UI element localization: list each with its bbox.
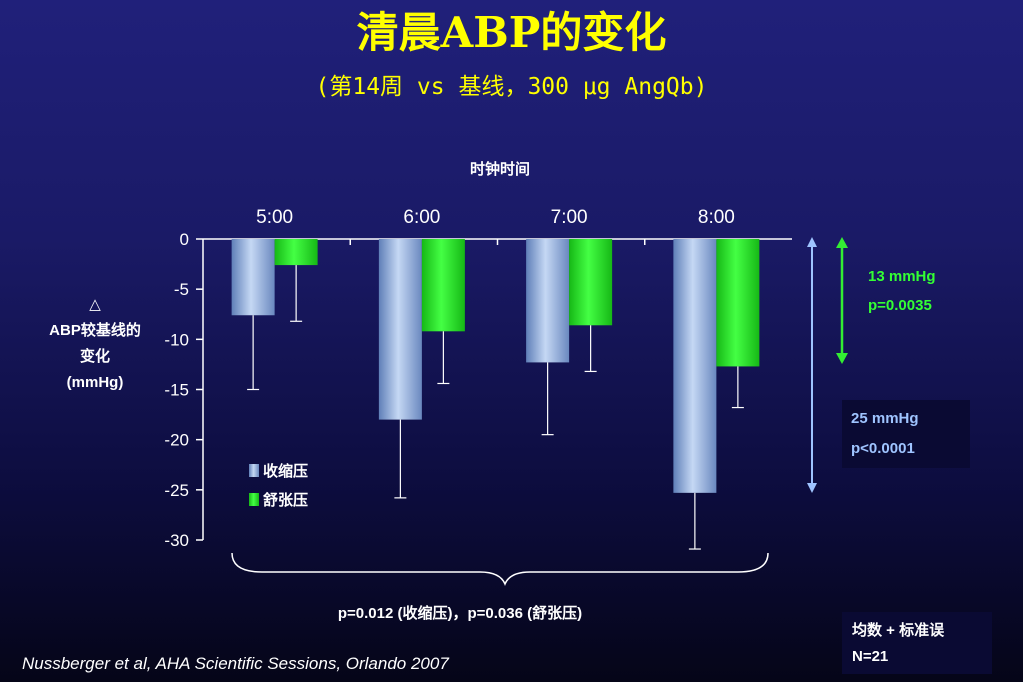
- systolic-diff-arrow: [807, 237, 817, 493]
- y-tick-label: -15: [164, 381, 189, 400]
- y-label-delta: △: [89, 296, 101, 313]
- stats-note-mean-se: 均数 + 标准误: [852, 622, 945, 639]
- bar-diastolic: [274, 239, 318, 266]
- systolic-annotation-panel: [842, 400, 970, 468]
- page-title: 清晨ABP的变化: [356, 8, 667, 57]
- bar-systolic: [673, 239, 717, 493]
- diastolic-diff-arrow: [836, 237, 848, 364]
- y-tick-label: -10: [164, 330, 189, 349]
- y-label-unit: (mmHg): [66, 374, 124, 391]
- systolic-diff-pvalue: p<0.0001: [851, 440, 915, 457]
- diastolic-diff-value: 13 mmHg: [868, 268, 936, 285]
- footnote-brace: [231, 552, 769, 586]
- bar-systolic: [378, 239, 422, 420]
- y-tick-label: -5: [174, 280, 189, 299]
- diastolic-diff-pvalue: p=0.0035: [868, 297, 932, 314]
- legend-label-diastolic: 舒张压: [263, 491, 308, 509]
- bar-diastolic: [569, 239, 613, 326]
- chart-legend: 收缩压 舒张压: [249, 462, 308, 509]
- y-axis-label: △ ABP较基线的 变化 (mmHg): [30, 292, 160, 396]
- chart-bars: [231, 239, 760, 550]
- page-subtitle: (第14周 vs 基线，300 μg AngQb): [315, 74, 708, 100]
- x-category-label: 7:00: [551, 207, 588, 228]
- chart-annotations: [231, 237, 848, 586]
- citation: Nussberger et al, AHA Scientific Session…: [22, 654, 449, 673]
- y-label-line-2: 变化: [79, 348, 110, 365]
- y-tick-label: -20: [164, 431, 189, 450]
- bar-diastolic: [421, 239, 465, 332]
- x-category-label: 8:00: [698, 207, 735, 228]
- brace-footnote: p=0.012 (收缩压)，p=0.036 (舒张压): [337, 605, 583, 622]
- bar-systolic: [231, 239, 275, 316]
- legend-label-systolic: 收缩压: [263, 462, 308, 480]
- x-category-label: 6:00: [403, 207, 440, 228]
- legend-swatch-systolic: [249, 464, 259, 477]
- stats-note-panel: [842, 612, 992, 674]
- bar-systolic: [526, 239, 570, 363]
- y-tick-label: -30: [164, 531, 189, 550]
- x-category-label: 5:00: [256, 207, 293, 228]
- y-tick-label: -25: [164, 481, 189, 500]
- y-label-line-1: ABP较基线的: [49, 322, 141, 339]
- stats-note-n: N=21: [852, 648, 889, 665]
- legend-swatch-diastolic: [249, 493, 259, 506]
- bar-diastolic: [716, 239, 760, 367]
- x-axis-title: 时钟时间: [469, 161, 530, 178]
- systolic-diff-value: 25 mmHg: [851, 410, 919, 427]
- y-tick-label: 0: [180, 230, 189, 249]
